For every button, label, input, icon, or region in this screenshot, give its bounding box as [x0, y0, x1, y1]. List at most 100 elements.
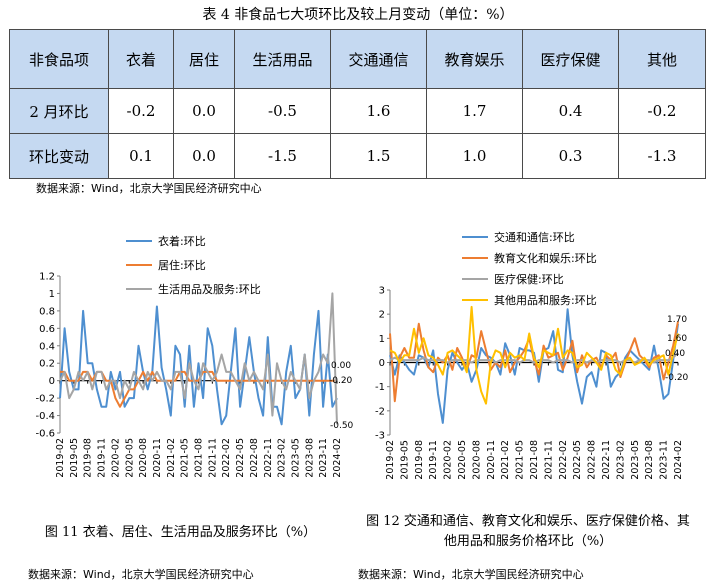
- cpi-nonfood-table: 非食品项 衣着 居住 生活用品 交通通信 教育娱乐 医疗保健 其他 2 月环比 …: [9, 29, 706, 179]
- x-tick-label: 2023-02: [277, 438, 288, 478]
- series-line: [389, 308, 679, 424]
- row-label: 2 月环比: [9, 88, 109, 134]
- table-cell: 0.0: [173, 133, 235, 179]
- table-row: 环比变动 0.1 0.0 -1.5 1.5 1.0 0.3 -1.3: [9, 133, 706, 179]
- x-tick-label: 2021-11: [543, 440, 554, 480]
- x-tick-label: 2023-08: [644, 440, 655, 480]
- table-cell: 1.6: [330, 88, 427, 134]
- column-header: 生活用品: [234, 29, 331, 89]
- row-label: 环比变动: [9, 133, 109, 179]
- x-tick-label: 2020-08: [471, 440, 482, 480]
- value-annotation: -0.20: [329, 376, 353, 386]
- series-line: [60, 370, 337, 408]
- table-cell: -0.2: [108, 88, 174, 134]
- series-line: [389, 305, 679, 405]
- y-tick-label: -1: [375, 382, 385, 393]
- table-cell: -1.5: [234, 133, 331, 179]
- table-cell: -1.3: [618, 133, 706, 179]
- table-source-note: 数据来源：Wind，北京大学国民经济研究中心: [36, 182, 262, 195]
- table-title: 表 4 非食品七大项环比及较上月变动（单位：%）: [202, 7, 514, 23]
- x-tick-label: 2022-02: [221, 438, 232, 478]
- x-tick-label: 2019-05: [399, 440, 410, 480]
- legend-label: 交通和通信:环比: [494, 230, 575, 244]
- x-tick-label: 2024-02: [332, 438, 343, 478]
- figure-12-line-chart: -3 -2 -1 0 1 2 3 2019-02 2019-05 2019-08 2019-11 20…: [375, 230, 689, 480]
- figure-12-source-note: 数据来源：Wind，北京大学国民经济研究中心: [358, 568, 584, 581]
- table-cell: 0.0: [173, 88, 235, 134]
- y-tick-label: 3: [379, 286, 385, 297]
- value-annotation: 1.70: [667, 315, 687, 325]
- x-tick-label: 2019-11: [428, 440, 439, 480]
- column-header: 教育娱乐: [426, 29, 523, 89]
- x-tick-label: 2023-11: [318, 438, 329, 478]
- x-tick-label: 2023-11: [659, 440, 670, 480]
- column-header: 交通通信: [330, 29, 427, 89]
- x-tick-label: 2019-05: [69, 438, 80, 478]
- x-tick-label: 2020-05: [457, 440, 468, 480]
- y-tick-label: 1: [379, 334, 385, 345]
- x-tick-label: 2021-05: [180, 438, 191, 478]
- value-annotation: 1.60: [667, 334, 687, 344]
- series-line: [389, 352, 679, 364]
- x-tick-label: 2022-02: [558, 440, 569, 480]
- x-tick-label: 2022-08: [587, 440, 598, 480]
- y-tick-label: 0.8: [39, 306, 55, 317]
- x-tick-label: 2023-05: [290, 438, 301, 478]
- series-line: [389, 321, 679, 403]
- x-tick-label: 2020-02: [110, 438, 121, 478]
- table-cell: 0.3: [522, 133, 619, 179]
- table-header-row: 非食品项 衣着 居住 生活用品 交通通信 教育娱乐 医疗保健 其他: [9, 29, 706, 89]
- value-annotation: -0.20: [665, 373, 689, 383]
- table-cell: 0.4: [522, 88, 619, 134]
- column-header: 医疗保健: [522, 29, 619, 89]
- x-tick-label: 2020-02: [443, 440, 454, 480]
- x-tick-label: 2021-05: [515, 440, 526, 480]
- legend-label: 教育文化和娱乐:环比: [494, 251, 597, 265]
- x-tick-label: 2022-05: [572, 440, 583, 480]
- value-annotation: 0.00: [331, 361, 351, 371]
- figure-11-caption: 图 11 衣着、居住、生活用品及服务环比（%）: [44, 525, 317, 540]
- x-tick-label: 2022-08: [249, 438, 260, 478]
- table-cell: -0.2: [618, 88, 706, 134]
- x-tick-label: 2021-08: [194, 438, 205, 478]
- x-tick-label: 2022-05: [235, 438, 246, 478]
- x-tick-label: 2019-08: [414, 440, 425, 480]
- x-tick-label: 2021-02: [500, 440, 511, 480]
- x-tick-label: 2022-11: [601, 440, 612, 480]
- x-tick-label: 2024-02: [673, 440, 684, 480]
- series-line: [59, 305, 338, 426]
- column-header: 其他: [618, 29, 706, 89]
- x-tick-label: 2021-08: [529, 440, 540, 480]
- column-header: 居住: [173, 29, 235, 89]
- y-tick-label: 1.2: [39, 272, 55, 283]
- y-tick-label: -3: [375, 431, 385, 442]
- x-tick-label: 2020-05: [124, 438, 135, 478]
- y-tick-label: -0.2: [35, 394, 55, 405]
- y-tick-label: 0.4: [39, 341, 55, 352]
- x-tick-label: 2020-11: [486, 440, 497, 480]
- x-tick-label: 2020-11: [152, 438, 163, 478]
- y-tick-label: -2: [375, 406, 385, 417]
- y-tick-label: 0: [379, 358, 385, 369]
- y-tick-label: 2: [379, 310, 385, 321]
- x-tick-label: 2023-02: [615, 440, 626, 480]
- legend-label: 其他用品和服务:环比: [494, 294, 597, 307]
- x-tick-label: 2019-08: [83, 438, 94, 478]
- value-annotation: 0.40: [665, 349, 685, 359]
- x-tick-label: 2019-02: [385, 440, 396, 480]
- x-tick-label: 2023-05: [630, 440, 641, 480]
- table-cell: 0.1: [108, 133, 174, 179]
- column-header: 衣着: [108, 29, 174, 89]
- table-cell: 1.5: [330, 133, 427, 179]
- table-cell: 1.7: [426, 88, 523, 134]
- series-line: [59, 292, 338, 425]
- table-corner-cell: 非食品项: [9, 29, 109, 89]
- y-tick-label: -0.4: [35, 411, 55, 422]
- table-row: 2 月环比 -0.2 0.0 -0.5 1.6 1.7 0.4 -0.2: [9, 88, 706, 134]
- value-annotation: -0.50: [330, 421, 354, 431]
- y-tick-label: 1: [49, 289, 55, 300]
- y-tick-label: 0.6: [39, 324, 55, 335]
- x-tick-label: 2020-08: [138, 438, 149, 478]
- figure-11-source-note: 数据来源：Wind，北京大学国民经济研究中心: [28, 568, 254, 581]
